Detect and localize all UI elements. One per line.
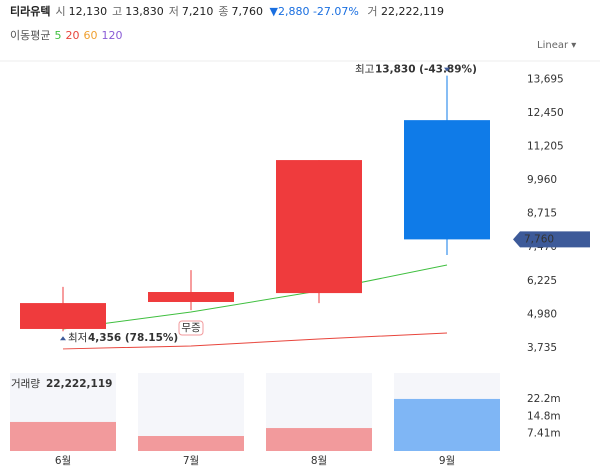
high-marker [444,67,450,72]
volume-tick-label: 22.2m [527,393,561,405]
quote-key: 시 [55,5,66,18]
y-tick-label: 3,735 [527,342,557,354]
high-label: 최고 [355,64,375,76]
quote-key: 종 [218,5,229,18]
last-price-label: 7,760 [524,233,554,245]
quote-value: 13,830 [125,5,164,18]
y-tick-label: 9,960 [527,174,557,186]
quote-key: 저 [168,5,179,18]
header: 티라유텍 시 12,130 고 13,830 저 7,210 종 7,760 ▼2,880 -2… [10,3,444,19]
quote-key: 고 [112,5,123,18]
ma-title: 이동평균 [10,29,51,42]
ma-period: 60 [83,29,98,42]
volume-key: 거 [367,5,378,18]
quote-value: 7,210 [181,5,214,18]
quote-value: 7,760 [231,5,263,18]
x-tick-label: 7월 [183,455,199,467]
scale-mode[interactable]: Linear [537,40,569,51]
low-marker [60,336,66,341]
volume-title-value: 22,222,119 [46,378,112,390]
quote-value: 12,130 [68,5,108,18]
volume-bar [266,428,372,451]
volume-bar [394,398,500,451]
candle-body [276,160,362,294]
scale-toggle[interactable]: Linear ▾ [537,40,577,51]
volume-tick-label: 14.8m [527,410,561,422]
event-box [178,320,204,336]
moving-average [62,332,448,350]
x-tick-label: 9월 [439,455,455,467]
volume: 22,222,119 [381,5,444,18]
ma-period: 120 [101,29,123,42]
x-tick-label: 8월 [311,455,327,467]
y-tick-label: 8,715 [527,208,557,220]
moving-average [62,264,448,330]
x-tick-label: 6월 [55,455,71,467]
ma-period: 20 [65,29,80,42]
volume-tick-label: 7.41m [527,428,561,440]
y-tick-label: 11,205 [527,140,564,152]
volume-bar [138,436,244,451]
stock-name: 티라유텍 [10,5,51,18]
volume-title: 거래량 [11,378,40,390]
y-tick-label: 6,225 [527,275,557,287]
volume-bar [10,421,116,451]
high-value: 13,830 (-43.89%) [375,64,477,76]
y-tick-label: 13,695 [527,73,564,85]
candle-body [404,120,490,240]
change-arrow: ▼ [269,5,278,18]
ma-period: 5 [54,29,62,42]
candle-body [148,292,234,302]
event-label: 무증 [181,322,201,334]
change: 2,880 [277,5,310,18]
change-pct: -27.07% [312,5,359,18]
candle-body [20,303,106,329]
quotes: 시 12,130 고 13,830 저 7,210 종 7,760 [50,5,263,18]
ma-legend: 이동평균 5 20 60 120 [10,27,122,43]
low-label: 최저 [68,332,87,344]
last-price-tag [513,231,590,248]
y-tick-label: 4,980 [527,308,557,320]
y-tick-label: 12,450 [527,107,564,119]
low-value: 4,356 (78.15%) [88,332,178,344]
